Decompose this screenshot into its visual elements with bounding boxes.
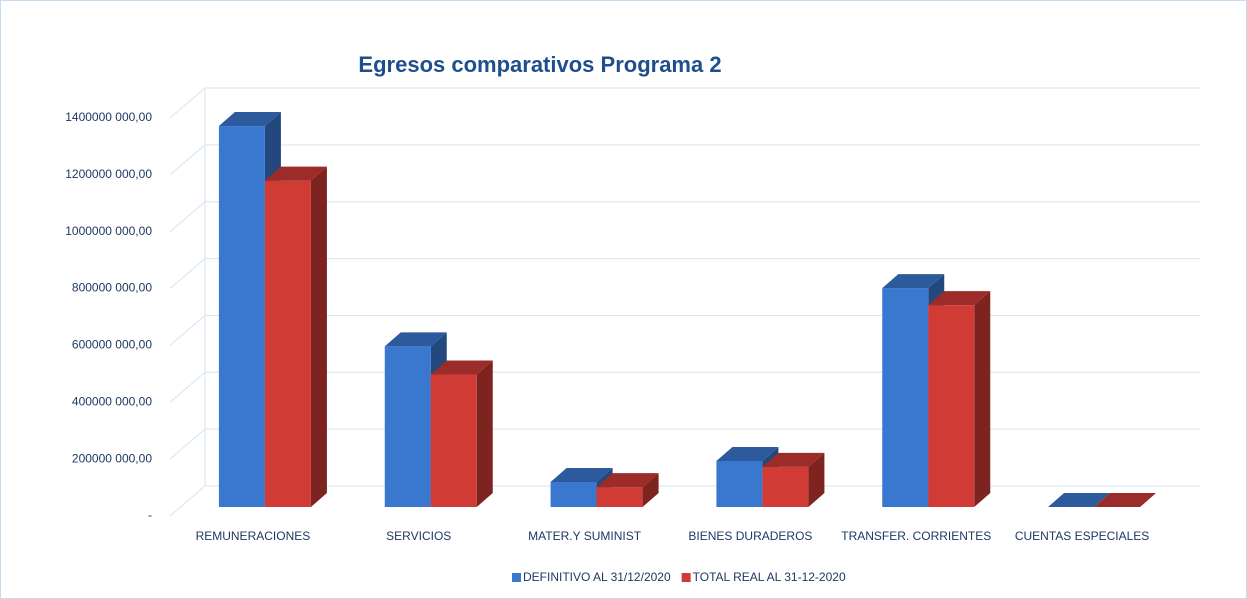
bar (928, 291, 991, 507)
bar-face (1048, 493, 1111, 507)
bar-face (384, 332, 447, 347)
y-tick-label: - (148, 508, 152, 522)
bar-face (596, 487, 643, 507)
bar-face (264, 166, 327, 181)
bar-face (596, 473, 659, 488)
bar (762, 452, 825, 507)
bar-face (550, 467, 613, 482)
x-tick-label: BIENES DURADEROS (688, 529, 812, 543)
bar-face (264, 180, 311, 507)
bar-face (218, 126, 265, 508)
bar-face (310, 166, 327, 507)
legend-label: TOTAL REAL AL 31-12-2020 (693, 570, 846, 584)
bar-face (1094, 493, 1157, 507)
bar (1048, 493, 1111, 507)
bar-face (928, 291, 991, 306)
y-tick-label: 200000 000,00 (72, 451, 152, 465)
bar-face (550, 481, 597, 507)
bar (550, 467, 613, 507)
bar (264, 166, 327, 507)
bar-face (430, 374, 477, 507)
bar (596, 473, 659, 507)
bar (430, 360, 493, 507)
bar-face (642, 473, 659, 507)
y-tick-label: 400000 000,00 (72, 394, 152, 408)
x-tick-label: TRANSFER. CORRIENTES (841, 529, 991, 543)
y-tick-label: 1000000 000,00 (65, 224, 152, 238)
bar-face (476, 360, 493, 507)
bar-face (762, 466, 809, 507)
legend-label: DEFINITIVO AL 31/12/2020 (523, 570, 671, 584)
y-tick-label: 800000 000,00 (72, 281, 152, 295)
x-tick-label: CUENTAS ESPECIALES (1015, 529, 1149, 543)
bar-face (430, 360, 493, 375)
bar-face (716, 460, 763, 507)
x-tick-label: REMUNERACIONES (196, 529, 311, 543)
bar-face (218, 112, 281, 127)
bar-face (762, 452, 825, 467)
bar-face (808, 452, 825, 507)
y-tick-label: 1400000 000,00 (65, 110, 152, 124)
bar-face (716, 446, 779, 461)
bar-face (974, 291, 991, 507)
x-tick-label: SERVICIOS (386, 529, 451, 543)
legend-swatch (512, 573, 521, 582)
chart-title: Egresos comparativos Programa 2 (358, 52, 721, 77)
y-tick-label: 1200000 000,00 (65, 167, 152, 181)
bar-face (928, 305, 975, 507)
bar-face (384, 346, 431, 507)
x-tick-label: MATER.Y SUMINIST (528, 529, 642, 543)
y-tick-label: 600000 000,00 (72, 338, 152, 352)
legend-swatch (681, 573, 691, 582)
bar-face (882, 288, 929, 507)
bar (1094, 493, 1157, 507)
bar-face (882, 274, 945, 289)
